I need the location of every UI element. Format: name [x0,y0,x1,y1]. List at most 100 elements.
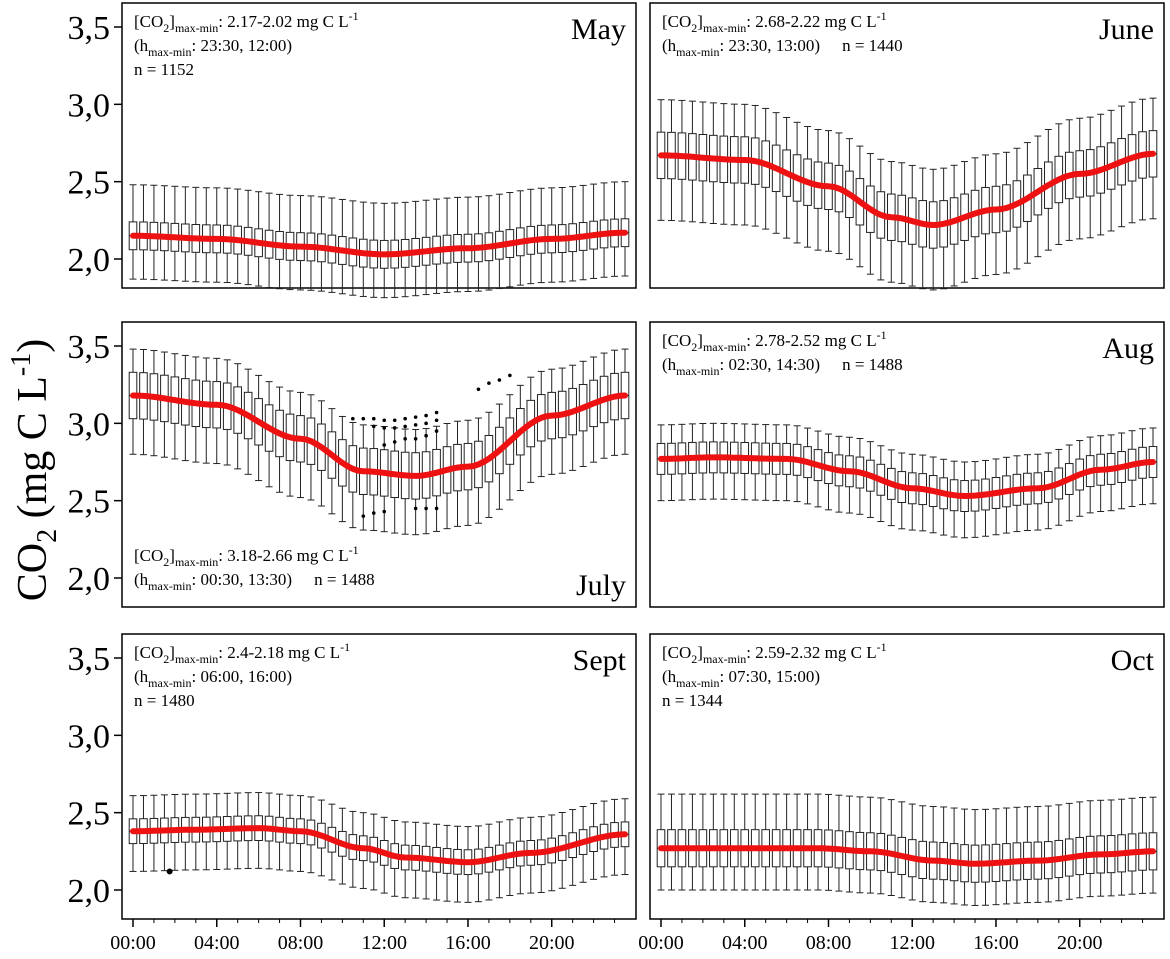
outlier-point [424,413,428,418]
x-tick-label: 16:00 [445,932,491,954]
boxplot-14 [421,428,431,535]
boxplot-2.5 [709,422,718,500]
boxplot-17 [1012,455,1022,533]
outlier-point [413,415,418,419]
boxplot-17.5 [1023,806,1032,904]
boxplot-21 [568,186,577,282]
boxplot-8 [824,130,833,252]
boxplot-19 [526,376,536,483]
outlier-point [392,418,397,423]
boxplot-3 [191,186,201,283]
boxplot-1.5 [160,185,169,281]
boxplot-17 [1012,806,1022,904]
boxplot-22 [1117,105,1126,228]
boxplot-0.5 [667,793,676,891]
boxplot-16.5 [1002,807,1011,905]
boxplot-6.5 [792,425,802,503]
boxplot-14.5 [960,461,969,539]
boxplot-18.5 [516,190,525,286]
boxplot-15.5 [981,808,990,906]
boxplot-17 [484,411,494,518]
boxplot-13 [400,428,410,535]
panel-may: 2,0 2,5 3,0 3,5 May [CO2]max-min: 2.17-2.02 m… [68,2,637,299]
boxplot-2.5 [709,793,718,891]
boxplot-11.5 [369,202,379,298]
boxplot-15 [442,423,452,530]
x-tick-label: 20:00 [1057,932,1103,954]
panel-frame [121,2,637,289]
boxplot-10.5 [348,421,358,529]
boxplot-2 [170,353,180,460]
boxplot-3 [719,103,729,225]
panel-sept: 2,0 2,5 3,0 3,5 00:00 04:00 08:00 12:00 16:00 20:… [68,633,637,954]
boxplot-9.5 [327,197,337,293]
boxplot-8 [824,793,833,891]
boxplot-10.5 [876,158,886,281]
boxplot-23.5 [1148,97,1158,220]
boxplot-5.5 [771,424,781,502]
boxplot-3.5 [201,187,211,283]
outlier-point [166,868,173,875]
boxplot-12 [907,453,917,531]
boxplot-0 [128,348,138,455]
boxplot-1 [677,793,687,891]
boxplot-22 [589,356,598,463]
boxplot-2 [698,793,708,891]
boxplot-1.5 [688,100,697,223]
boxplot-12 [379,426,389,533]
x-tick-label: 08:00 [806,932,852,954]
boxplot-1.5 [160,351,169,458]
boxplot-22.5 [1127,797,1137,895]
boxplot-14 [421,199,431,296]
boxplot-11 [358,424,368,531]
outlier-point [392,426,397,430]
panel-july: 2,0 2,5 3,0 3,5 July [CO2]max-min: 3.18-2.66 … [68,321,637,608]
boxplot-15 [970,461,980,538]
fit-curve [658,454,1156,499]
boxplot-0.5 [139,348,148,456]
outlier-point [424,506,428,511]
boxplot-22 [1117,798,1126,896]
boxplot-11 [358,201,368,297]
fit-curve [658,845,1156,867]
boxplot-6.5 [264,381,274,488]
boxplot-14.5 [432,425,441,532]
boxplot-2.5 [181,186,190,282]
boxplot-9 [845,795,854,893]
boxplot-21.5 [1106,434,1116,512]
outlier-point [424,433,428,438]
boxplot-12.5 [918,454,928,532]
boxplot-15.5 [453,420,462,527]
boxplot-16 [463,196,473,292]
boxplot-0 [128,184,138,280]
y-tick-label: 3,5 [68,329,111,366]
boxplot-19 [526,188,536,285]
boxplot-11 [886,799,896,896]
outlier-point [403,416,407,421]
boxplot-20.5 [557,187,567,283]
boxplot-4.5 [222,359,232,466]
boxplot-3.5 [201,357,211,464]
boxplot-14.5 [960,808,969,906]
boxplot-5 [761,424,770,501]
outlier-point [361,416,366,421]
boxplot-2.5 [181,354,190,462]
annotation-range: [CO2]max-min: 2.68-2.22 mg C L-1 [662,9,887,35]
boxplot-12.5 [918,167,928,290]
outlier-point [382,443,387,447]
boxplot-12.5 [390,202,400,298]
outlier-point [371,424,376,429]
boxplot-6.5 [792,121,802,244]
boxplot-10 [866,796,875,894]
boxplot-6 [782,116,791,239]
annotation-hours: (hmax-min: 02:30, 14:30) n = 1488 [662,355,903,378]
boxplot-4 [740,793,750,891]
boxplot-16 [991,808,1001,906]
boxplot-13.5 [411,200,420,297]
boxplot-7 [275,193,284,290]
annotation-range: [CO2]max-min: 2.17-2.02 mg C L-1 [134,9,359,35]
boxplot-15 [442,197,452,293]
boxplot-20.5 [1085,116,1095,239]
boxplot-17.5 [495,403,504,510]
boxplot-15.5 [981,154,990,277]
